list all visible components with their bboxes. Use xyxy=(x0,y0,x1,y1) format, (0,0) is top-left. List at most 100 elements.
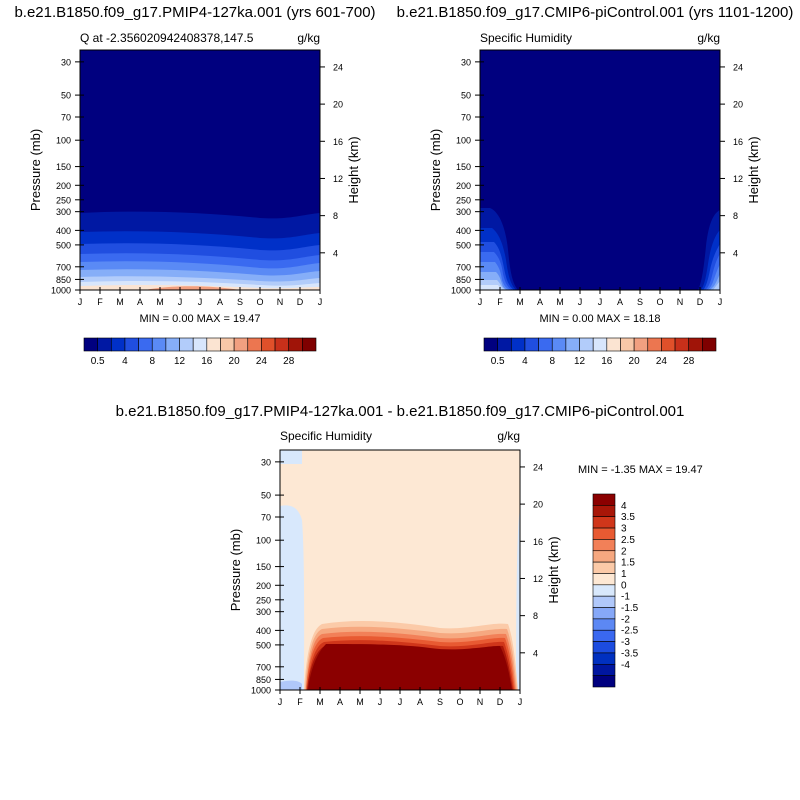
colorbar-label: 12 xyxy=(574,356,586,367)
panel-picontrol-stats: MIN = 0.00 MAX = 18.18 xyxy=(539,313,660,325)
pressure-tick-label: 400 xyxy=(56,226,71,236)
month-tick-label: A xyxy=(617,297,623,307)
height-tick-label: 4 xyxy=(333,248,338,258)
month-tick-label: F xyxy=(97,297,103,307)
colorbar-swatch xyxy=(110,337,126,352)
month-tick-label: J xyxy=(318,297,323,307)
height-tick-label: 12 xyxy=(533,574,543,584)
colorbar-swatch xyxy=(524,337,539,352)
colorbar-swatch xyxy=(288,337,303,352)
month-tick-label: O xyxy=(256,297,263,307)
panel-difference-ylabel: Pressure (mb) xyxy=(228,529,243,611)
colorbar-label: 8 xyxy=(549,356,555,367)
height-tick-label: 24 xyxy=(533,462,543,472)
month-tick-label: A xyxy=(417,697,423,707)
month-tick-label: J xyxy=(378,697,383,707)
panel-difference-units: g/kg xyxy=(497,429,520,443)
panel-picontrol-plot-area xyxy=(480,50,720,290)
panel-pmip4-plot-area xyxy=(80,50,320,290)
colorbar-label: 0 xyxy=(621,580,627,591)
month-tick-label: A xyxy=(337,697,343,707)
panel-pmip4-ylabel: Pressure (mb) xyxy=(28,129,43,211)
pressure-tick-label: 400 xyxy=(456,226,471,236)
month-tick-label: O xyxy=(456,697,463,707)
height-tick-label: 12 xyxy=(333,174,343,184)
pressure-tick-label: 700 xyxy=(456,262,471,272)
panel-difference-ylabel-right: Height (km) xyxy=(546,536,561,603)
colorbar-label: -2.5 xyxy=(621,626,639,637)
pressure-tick-label: 250 xyxy=(456,195,471,205)
month-tick-label: D xyxy=(697,297,704,307)
pressure-tick-label: 30 xyxy=(261,457,271,467)
colorbar-label: 8 xyxy=(149,356,155,367)
month-tick-label: A xyxy=(137,297,143,307)
colorbar-label: -4 xyxy=(621,660,630,671)
panel-difference-left-label: Specific Humidity xyxy=(280,429,372,443)
pressure-tick-label: 250 xyxy=(256,595,271,605)
colorbar-swatch xyxy=(302,337,317,352)
panel-pmip4-stats: MIN = 0.00 MAX = 19.47 xyxy=(139,313,260,325)
month-tick-label: J xyxy=(398,697,403,707)
panel-pmip4-title: b.e21.B1850.f09_g17.PMIP4-127ka.001 (yrs… xyxy=(14,4,375,21)
panel-difference: b.e21.B1850.f09_g17.PMIP4-127ka.001 - b.… xyxy=(116,403,703,707)
colorbar-label: 16 xyxy=(201,356,213,367)
month-tick-label: J xyxy=(718,297,723,307)
colorbar-swatch xyxy=(592,573,616,586)
colorbar-swatch xyxy=(592,607,616,620)
colorbar-label: 20 xyxy=(229,356,241,367)
colorbar-swatch xyxy=(192,337,208,352)
month-tick-label: D xyxy=(497,697,504,707)
panel-difference-contour-negative xyxy=(280,505,305,690)
pressure-tick-label: 500 xyxy=(456,240,471,250)
colorbar-label: 20 xyxy=(629,356,641,367)
month-tick-label: J xyxy=(198,297,203,307)
pressure-tick-label: 150 xyxy=(56,162,71,172)
pressure-tick-label: 50 xyxy=(461,91,471,101)
colorbar-label: 3 xyxy=(621,524,627,535)
month-tick-label: J xyxy=(518,697,523,707)
height-tick-label: 16 xyxy=(333,137,343,147)
colorbar-swatch xyxy=(124,337,139,352)
colorbar-label: 12 xyxy=(174,356,186,367)
panel-pmip4-units: g/kg xyxy=(297,31,320,45)
colorbar-swatch xyxy=(592,584,616,597)
height-tick-label: 4 xyxy=(533,648,538,658)
colorbar-swatch xyxy=(220,337,235,352)
month-tick-label: S xyxy=(437,697,443,707)
pressure-tick-label: 150 xyxy=(456,162,471,172)
height-tick-label: 8 xyxy=(733,211,738,221)
pressure-tick-label: 70 xyxy=(261,512,271,522)
colorbar-swatch xyxy=(620,337,635,352)
pressure-tick-label: 1000 xyxy=(251,686,271,696)
panel-pmip4-ylabel-right: Height (km) xyxy=(346,136,361,203)
month-tick-label: A xyxy=(217,297,223,307)
month-tick-label: N xyxy=(477,697,484,707)
month-tick-label: J xyxy=(78,297,83,307)
colorbar-swatch xyxy=(592,493,616,506)
colorbar-swatch xyxy=(165,337,180,352)
height-tick-label: 16 xyxy=(533,537,543,547)
pressure-tick-label: 30 xyxy=(461,57,471,67)
panel-difference-contour-negative xyxy=(280,680,302,690)
colorbar-label: 4 xyxy=(522,356,528,367)
colorbar-swatch xyxy=(579,337,594,352)
pressure-tick-label: 300 xyxy=(256,607,271,617)
height-tick-label: 20 xyxy=(333,100,343,110)
colorbar-swatch xyxy=(233,337,249,352)
month-tick-label: J xyxy=(578,297,583,307)
month-tick-label: J xyxy=(178,297,183,307)
height-tick-label: 8 xyxy=(533,611,538,621)
panel-picontrol-left-label: Specific Humidity xyxy=(480,31,572,45)
colorbar-label: 16 xyxy=(601,356,613,367)
pressure-tick-label: 850 xyxy=(456,275,471,285)
colorbar-swatch xyxy=(592,629,616,642)
colorbar-swatch xyxy=(274,337,290,352)
pressure-tick-label: 250 xyxy=(56,195,71,205)
colorbar-label: 1 xyxy=(621,569,627,580)
pressure-tick-label: 200 xyxy=(56,181,71,191)
height-tick-label: 20 xyxy=(533,500,543,510)
pressure-tick-label: 700 xyxy=(256,662,271,672)
month-tick-label: M xyxy=(156,297,164,307)
colorbar-label: -3.5 xyxy=(621,648,639,659)
